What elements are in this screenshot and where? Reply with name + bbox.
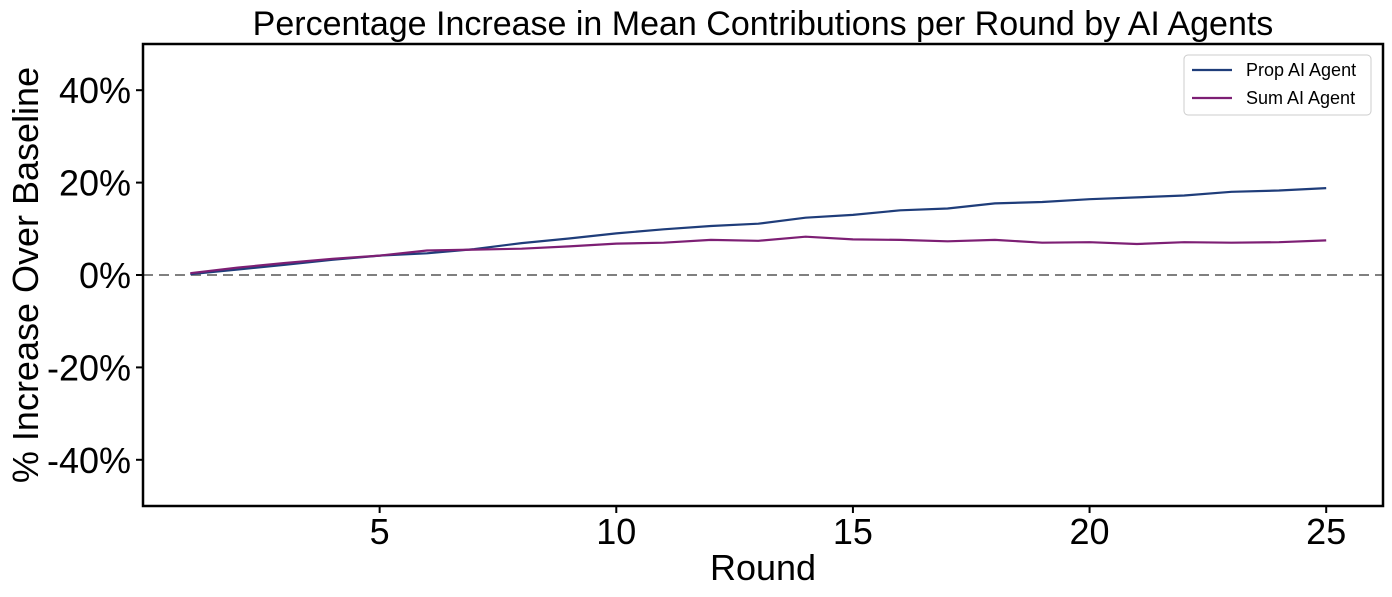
chart-title: Percentage Increase in Mean Contribution… [253,5,1274,43]
y-axis-label: % Increase Over Baseline [5,67,46,483]
legend-label: Prop AI Agent [1246,60,1356,80]
series-line-sum-ai-agent [190,235,1327,275]
y-tick-label: -40% [47,440,131,481]
x-tick-label: 5 [370,511,390,552]
x-tick-label: 20 [1070,511,1110,552]
y-axis: -40% -20% 0% 20% 40% [47,70,143,481]
series-line-prop-ai-agent [190,187,1327,276]
legend: Prop AI Agent Sum AI Agent [1183,54,1372,116]
x-tick-label: 25 [1306,511,1346,552]
series-layer [190,187,1327,276]
y-tick-label: 20% [59,163,131,204]
x-axis-label: Round [710,547,816,588]
x-tick-label: 15 [833,511,873,552]
y-tick-label: 0% [79,255,131,296]
x-axis: 5 10 15 20 25 [370,506,1346,552]
y-tick-label: 40% [59,70,131,111]
x-tick-label: 10 [596,511,636,552]
y-tick-label: -20% [47,347,131,388]
legend-label: Sum AI Agent [1246,88,1355,108]
